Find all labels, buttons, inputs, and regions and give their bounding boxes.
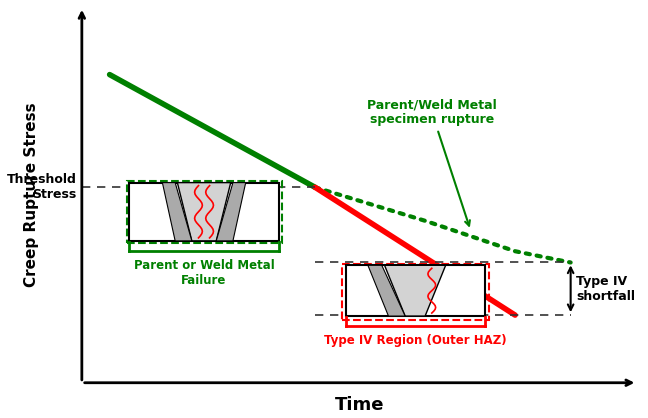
Text: Creep Rupture Stress: Creep Rupture Stress [25,102,40,287]
Text: Type IV
shortfall: Type IV shortfall [576,275,635,303]
Text: Parent/Weld Metal
specimen rupture: Parent/Weld Metal specimen rupture [367,98,496,226]
Polygon shape [216,183,246,241]
Bar [345,265,485,316]
Polygon shape [384,265,446,316]
Polygon shape [178,183,231,241]
Text: Threshold
Stress: Threshold Stress [6,173,76,201]
Bar [129,183,279,241]
Text: Time: Time [335,396,384,414]
Text: Type IV Region (Outer HAZ): Type IV Region (Outer HAZ) [324,334,507,347]
Bar [341,264,489,320]
Text: Parent or Weld Metal
Failure: Parent or Weld Metal Failure [133,259,274,287]
Bar [128,181,282,243]
Polygon shape [163,183,192,241]
Polygon shape [368,265,405,316]
